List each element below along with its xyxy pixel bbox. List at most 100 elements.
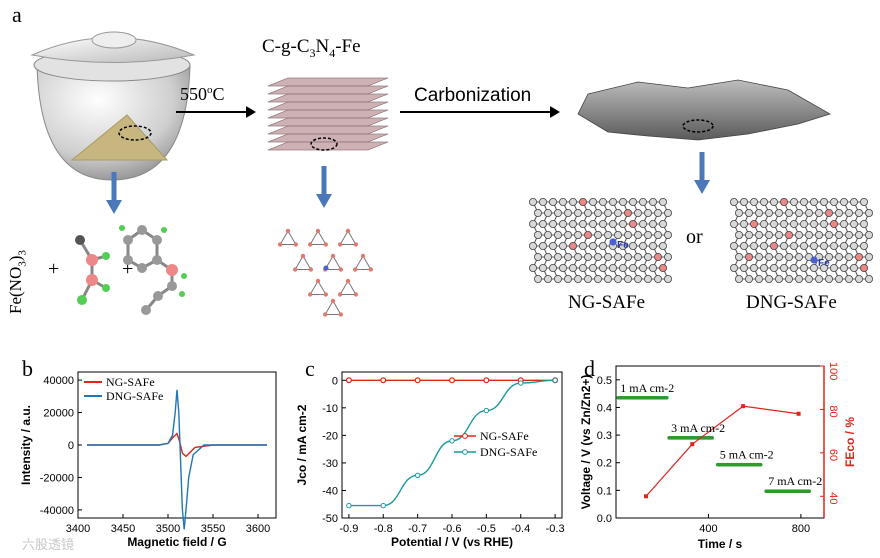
carbon-atom	[820, 242, 829, 251]
legend-label: DNG-SAFe	[106, 389, 163, 403]
gcn-atom	[323, 242, 329, 247]
fe-center-atom	[810, 256, 818, 264]
gcn-ring	[309, 230, 327, 245]
watermark: 六股透镜	[22, 538, 75, 553]
carbon-atom	[810, 242, 819, 251]
carbon-atom	[604, 253, 613, 262]
carbon-atom	[785, 253, 794, 262]
carbon-atom	[739, 242, 748, 251]
voltage-point	[758, 462, 763, 467]
legend-label: NG-SAFe	[106, 375, 155, 389]
y-tick-label: -20	[322, 430, 338, 442]
carbon-atom	[629, 198, 638, 206]
gcn-atom	[315, 228, 321, 234]
chart-d-voltage-fe: 400 800 0.0 0.1 0.2 0.3 0.4 0.5 100 80 60 40 1 mA cm…	[579, 362, 857, 551]
carbon-atom	[604, 275, 613, 284]
carbon-atom	[864, 275, 873, 284]
y2-tick-label: 60	[827, 449, 839, 461]
y-tick-label: -50	[322, 513, 338, 525]
current-density-label: 1 mA cm-2	[620, 381, 674, 395]
carbon-atom	[785, 208, 794, 217]
x-tick-label: 400	[699, 523, 717, 535]
series-point	[380, 502, 386, 509]
carbon-atom	[864, 231, 873, 240]
chart-c-jco: -0.9 -0.8 -0.7 -0.6 -0.5 -0.4 -0.3 0 -10 -20 -30 -4…	[295, 371, 565, 549]
series-point	[483, 407, 490, 414]
gcn-ring	[294, 255, 312, 270]
nitrogen-atom	[859, 264, 868, 273]
carbon-atom	[624, 275, 633, 284]
fe-line	[645, 405, 799, 497]
carbon-atom	[564, 275, 573, 284]
carbon-atom	[634, 275, 643, 284]
carbon-atom	[569, 198, 578, 206]
carbon-atom	[850, 264, 859, 273]
legend-label: NG-SAFe	[480, 429, 529, 443]
carbon-atom	[744, 208, 753, 217]
gcn-ring	[324, 300, 342, 315]
carbon-atom	[653, 208, 662, 217]
carbon-atom	[553, 208, 562, 217]
series-point	[414, 377, 421, 384]
carbon-atom	[599, 242, 608, 251]
carbon-atom	[619, 242, 628, 251]
carbon-atom	[835, 275, 844, 284]
carbon-atom	[644, 208, 653, 217]
carbon-atom	[639, 198, 648, 206]
gcn-atom	[308, 267, 314, 272]
nitrogen-atom	[830, 219, 839, 228]
carbon-atom	[845, 208, 854, 217]
carbon-atom	[754, 231, 763, 240]
plus-sign-2: +	[122, 258, 134, 280]
carbon-atom	[629, 242, 638, 251]
carbon-atom	[663, 231, 672, 240]
carbon-atom	[845, 275, 854, 284]
carbon-atom	[840, 264, 849, 273]
carbon-atom	[538, 219, 547, 228]
carbon-atom	[644, 275, 653, 284]
carbon-atom	[604, 231, 613, 240]
y-tick-label: 0	[332, 375, 338, 387]
carbon-atom	[760, 264, 769, 273]
carbon-atom	[619, 264, 628, 273]
carbon-atom	[649, 242, 658, 251]
x-tick-label: -0.9	[339, 523, 358, 535]
sheet-layer	[267, 85, 389, 95]
series-point	[449, 377, 456, 384]
x-tick-label: 3550	[201, 523, 225, 535]
carbon-atom	[730, 198, 738, 206]
nitrogen-atom	[854, 253, 863, 262]
plus-sign-1: +	[48, 258, 60, 280]
carbon-atom	[594, 231, 603, 240]
fe-point	[690, 442, 695, 447]
carbon-atom	[564, 231, 573, 240]
panel-a-label: a	[12, 2, 22, 27]
carbon-atom	[760, 242, 769, 251]
carbon-atom	[840, 242, 849, 251]
gcn-atom	[315, 278, 321, 284]
carbon-atom	[780, 219, 789, 228]
carbon-atom	[739, 264, 748, 273]
carbon-atom	[584, 253, 593, 262]
fe-point	[741, 404, 746, 409]
series-point	[449, 438, 455, 444]
carbon-atom	[619, 219, 628, 228]
series-point	[552, 377, 558, 383]
carbon-atom	[835, 208, 844, 217]
sheet-layer	[267, 93, 389, 103]
carbon-atom	[559, 242, 568, 251]
gcn-atom	[360, 253, 366, 259]
carbon-atom	[795, 208, 804, 217]
carbon-atom	[649, 219, 658, 228]
carbon-atom	[775, 275, 784, 284]
nitrogen-atom	[825, 208, 834, 217]
carbon-atom	[854, 208, 863, 217]
x-tick-label: 3500	[156, 523, 180, 535]
carbon-atom	[859, 219, 868, 228]
fe-label-1: Fe	[617, 240, 629, 251]
down-arrow-3	[694, 152, 710, 194]
carbon-atom	[765, 253, 774, 262]
carbon-atom	[644, 253, 653, 262]
fe-label-2: Fe	[818, 258, 830, 269]
carbon-atom	[734, 275, 743, 284]
